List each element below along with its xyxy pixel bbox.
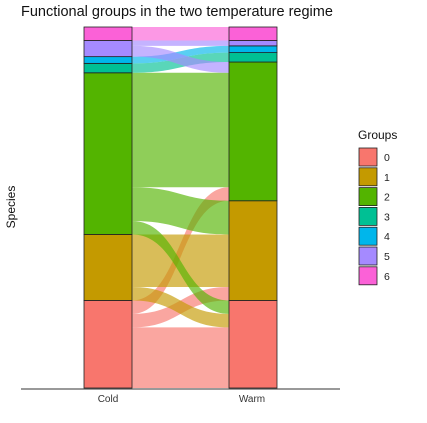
legend-key-0: [358, 147, 378, 167]
flow-6-to-6: [132, 27, 229, 41]
stratum-cold-group-3: [83, 62, 133, 74]
legend-key-2: [358, 187, 378, 207]
legend-label-4: 4: [384, 231, 390, 243]
x-tick-label-cold: Cold: [98, 394, 119, 405]
legend-key-4: [358, 226, 378, 246]
flow-5-to-5: [132, 40, 229, 46]
flow-2-to-2: [132, 72, 229, 188]
flow-5-to-2: [132, 45, 229, 73]
flow-1-to-0: [132, 286, 229, 328]
stratum-warm-group-3: [228, 52, 278, 63]
legend-key-5: [358, 246, 378, 266]
stratum-cold-group-5: [83, 40, 133, 58]
flow-2-to-1: [132, 187, 229, 235]
legend-title: Groups: [358, 128, 397, 142]
legend-label-3: 3: [384, 211, 390, 223]
stratum-cold-group-6: [83, 26, 133, 41]
flow-2-to-0: [132, 220, 229, 314]
legend: Groups 0 1 2 3 4 5 6: [358, 128, 397, 286]
stratum-cold-group-2: [83, 72, 133, 235]
flows-layer: [132, 27, 229, 388]
stratum-warm-group-5: [228, 40, 278, 47]
legend-label-5: 5: [384, 251, 390, 263]
stratum-cold-group-0: [83, 300, 133, 389]
legend-label-2: 2: [384, 192, 390, 204]
x-tick-label-warm: Warm: [239, 394, 265, 405]
stratum-warm-group-1: [228, 200, 278, 301]
strata-layer: [83, 26, 278, 389]
legend-key-6: [358, 266, 378, 286]
stratum-warm-group-4: [228, 45, 278, 53]
legend-key-1: [358, 167, 378, 187]
legend-key-3: [358, 206, 378, 226]
legend-label-0: 0: [384, 152, 390, 164]
stratum-cold-group-1: [83, 234, 133, 301]
stratum-warm-group-2: [228, 61, 278, 202]
legend-label-6: 6: [384, 271, 390, 283]
stratum-warm-group-6: [228, 26, 278, 41]
legend-label-1: 1: [384, 172, 390, 184]
flow-0-to-0: [132, 327, 229, 388]
stratum-warm-group-0: [228, 300, 278, 389]
y-axis-title: Species: [4, 186, 18, 229]
stratum-cold-group-4: [83, 56, 133, 64]
chart-title: Functional groups in the two temperature…: [21, 4, 333, 20]
legend-items: 0 1 2 3 4 5 6: [358, 147, 390, 286]
